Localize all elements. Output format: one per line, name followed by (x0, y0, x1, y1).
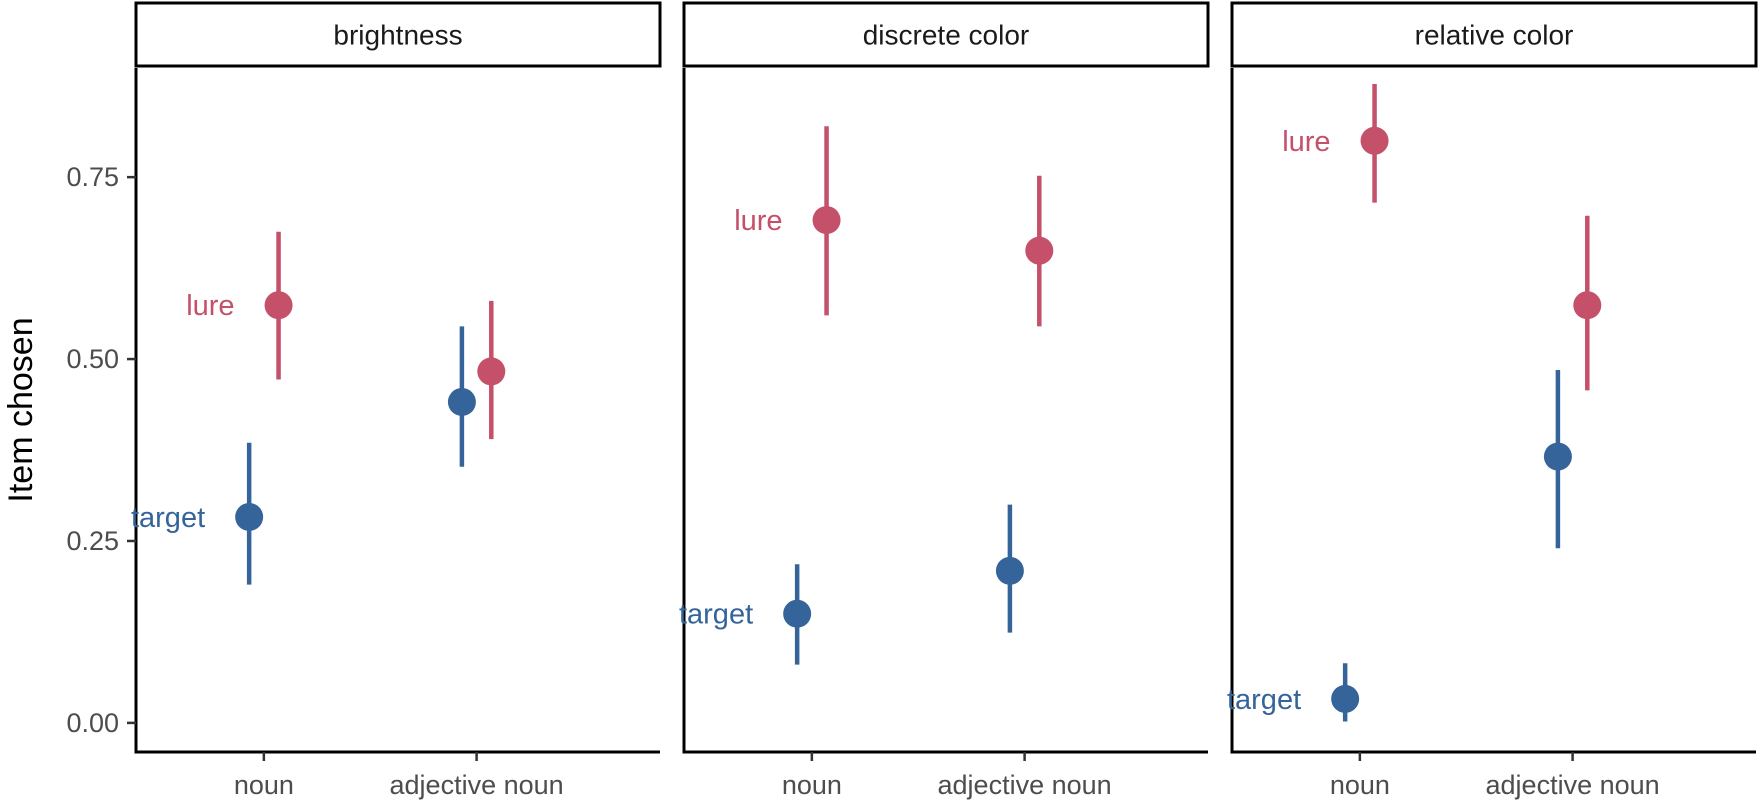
point-lure (1573, 291, 1602, 320)
point-target (447, 387, 476, 416)
facet-strip (1230, 1, 1758, 68)
facet-title: discrete color (863, 20, 1030, 51)
point-target (1331, 684, 1360, 713)
facet-panel: discrete color noun adjective noun lure targ… (679, 1, 1210, 800)
point-target (783, 599, 812, 628)
facet-panels: brightness 0.00 0.25 0.50 0.75 noun adjective … (66, 1, 1758, 800)
x-tick-label: noun (234, 770, 294, 800)
facet-title: brightness (333, 20, 462, 51)
x-tick-label: noun (782, 770, 842, 800)
facet-panel: relative color noun adjective noun lure targ… (1227, 1, 1758, 800)
point-lure (477, 357, 506, 386)
point-target (235, 502, 264, 531)
y-tick-label: 0.75 (66, 162, 119, 192)
series-label-lure: lure (1282, 126, 1330, 158)
x-tick-label: adjective noun (390, 770, 564, 800)
x-tick-label: adjective noun (938, 770, 1112, 800)
series-label-target: target (131, 502, 205, 534)
x-tick-label: noun (1330, 770, 1390, 800)
facet-panel: brightness 0.00 0.25 0.50 0.75 noun adjective … (66, 1, 662, 800)
y-tick-label: 0.25 (66, 526, 119, 556)
point-target (995, 556, 1024, 585)
series-label-lure: lure (734, 205, 782, 237)
point-lure (812, 206, 841, 235)
point-lure (1025, 236, 1054, 265)
facet-strip (682, 1, 1210, 68)
y-tick-label: 0.50 (66, 344, 119, 374)
facet-title: relative color (1415, 20, 1574, 51)
point-lure (1360, 126, 1389, 155)
facet-strip (134, 1, 662, 68)
y-axis-title: Item chosen (2, 317, 40, 502)
series-label-target: target (1227, 684, 1301, 716)
point-lure (264, 291, 293, 320)
x-tick-label: adjective noun (1486, 770, 1660, 800)
series-label-lure: lure (186, 290, 234, 322)
series-label-target: target (679, 599, 753, 631)
point-target (1543, 442, 1572, 471)
y-tick-label: 0.00 (66, 708, 119, 738)
